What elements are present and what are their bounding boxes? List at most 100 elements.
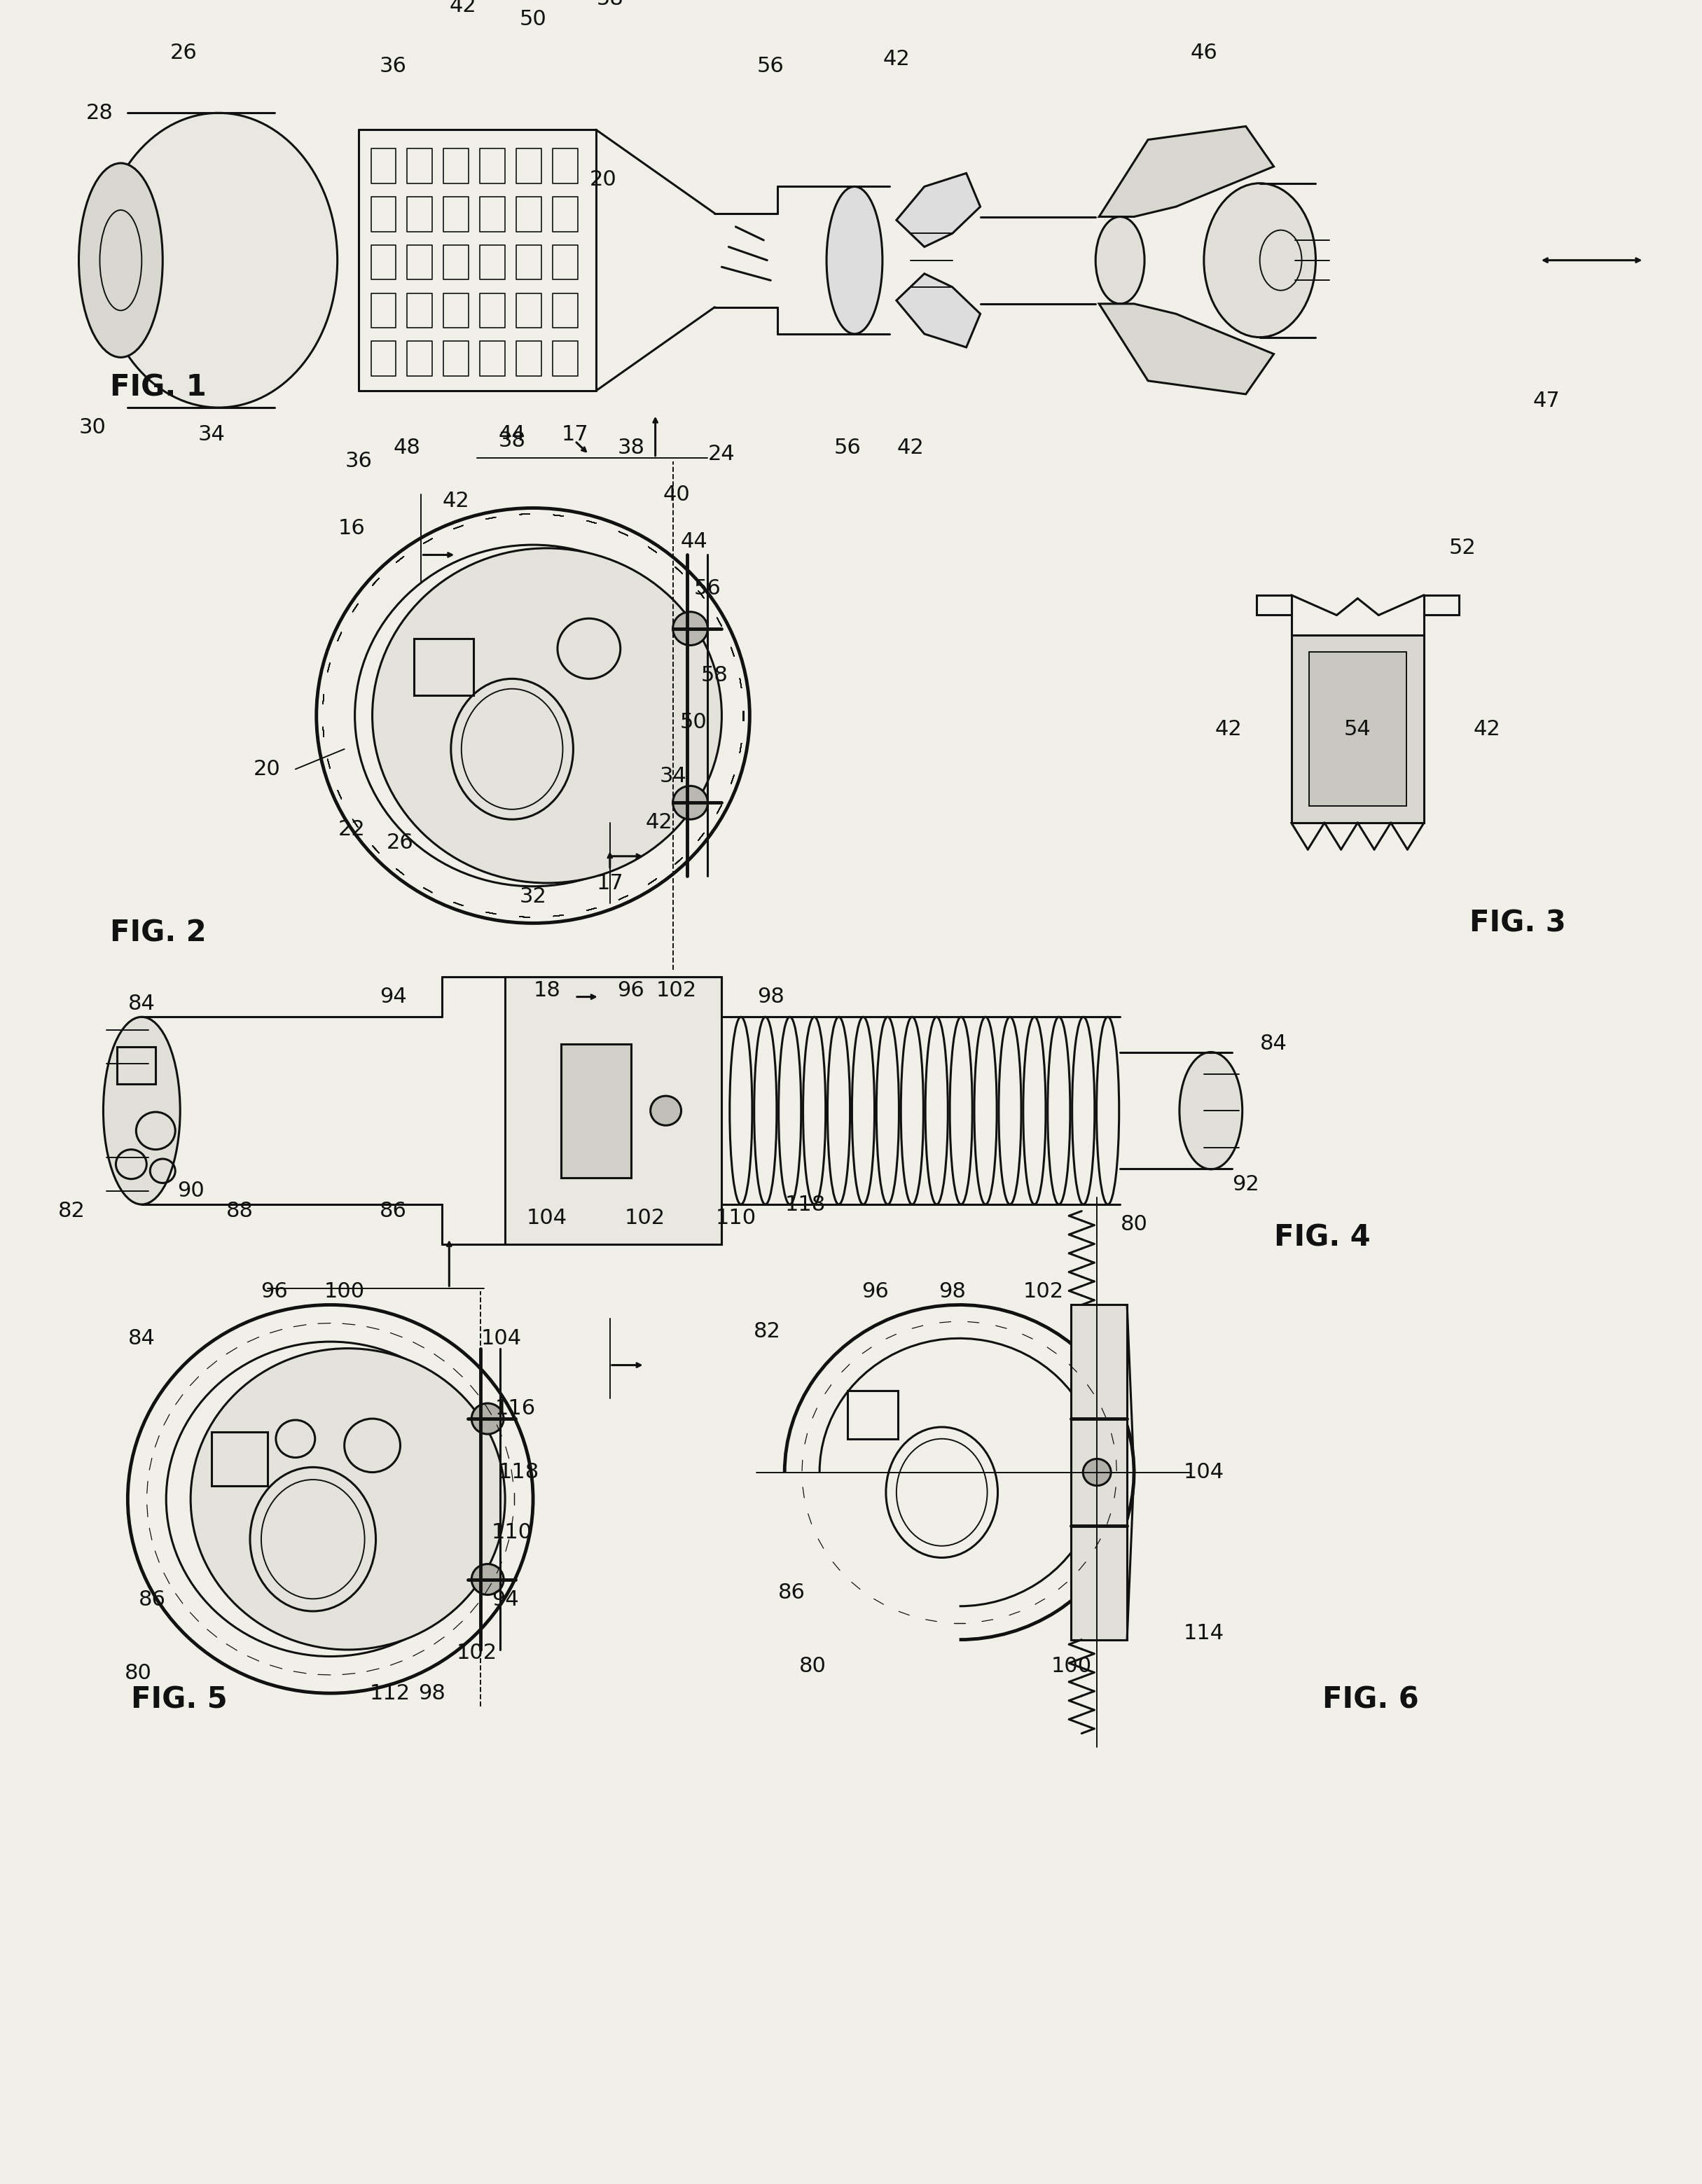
Bar	[444, 245, 468, 280]
Text: 38: 38	[618, 437, 645, 459]
Text: 52: 52	[1448, 537, 1476, 559]
Bar	[480, 245, 505, 280]
Text: FIG. 4: FIG. 4	[1273, 1223, 1370, 1254]
Bar	[516, 149, 541, 183]
Text: 86: 86	[778, 1583, 805, 1603]
Text: 36: 36	[346, 450, 373, 472]
Bar	[505, 976, 722, 1245]
Text: 17: 17	[596, 874, 623, 893]
Text: 114: 114	[1183, 1623, 1224, 1642]
Text: 90: 90	[177, 1182, 204, 1201]
Text: 42: 42	[897, 437, 924, 459]
Bar	[480, 149, 505, 183]
Text: 84: 84	[128, 994, 155, 1013]
Text: 20: 20	[589, 170, 616, 190]
Text: FIG. 2: FIG. 2	[111, 919, 206, 948]
Text: 18: 18	[533, 981, 560, 1000]
Text: 42: 42	[883, 50, 911, 70]
Text: 42: 42	[1215, 719, 1242, 738]
Text: 54: 54	[1345, 719, 1372, 738]
Bar	[1309, 653, 1406, 806]
Ellipse shape	[1179, 1053, 1242, 1168]
Polygon shape	[1099, 304, 1273, 393]
Polygon shape	[897, 173, 980, 247]
Bar	[553, 293, 577, 328]
Bar	[371, 149, 397, 183]
Bar	[117, 1046, 155, 1083]
Circle shape	[471, 1404, 504, 1435]
Bar	[407, 149, 432, 183]
Text: 34: 34	[659, 767, 686, 786]
Text: 96: 96	[260, 1282, 288, 1302]
Text: 100: 100	[323, 1282, 364, 1302]
Bar	[407, 293, 432, 328]
Text: 56: 56	[694, 579, 722, 598]
Text: 50: 50	[519, 9, 546, 28]
Bar	[414, 638, 473, 695]
Text: 20: 20	[254, 760, 281, 780]
Text: 40: 40	[662, 485, 689, 505]
Bar	[553, 245, 577, 280]
Text: 118: 118	[785, 1195, 825, 1214]
Text: 110: 110	[715, 1208, 756, 1227]
Bar	[516, 341, 541, 376]
Bar	[516, 197, 541, 232]
Bar	[444, 197, 468, 232]
Bar	[444, 293, 468, 328]
Text: 112: 112	[369, 1684, 410, 1704]
Ellipse shape	[1203, 183, 1316, 336]
Ellipse shape	[1096, 216, 1144, 304]
Bar	[516, 245, 541, 280]
Text: 118: 118	[499, 1461, 540, 1483]
Text: 22: 22	[337, 819, 364, 839]
Bar	[444, 149, 468, 183]
Text: 84: 84	[128, 1328, 155, 1348]
Bar	[480, 293, 505, 328]
Text: FIG. 5: FIG. 5	[131, 1686, 228, 1714]
Ellipse shape	[373, 548, 722, 882]
Text: 38: 38	[499, 430, 526, 452]
Bar	[480, 197, 505, 232]
Text: 98: 98	[940, 1282, 967, 1302]
Text: 28: 28	[87, 103, 114, 122]
Text: 32: 32	[519, 887, 546, 906]
Text: 102: 102	[1023, 1282, 1064, 1302]
Text: 48: 48	[393, 437, 420, 459]
Bar	[1071, 1304, 1127, 1640]
Circle shape	[1082, 1459, 1111, 1485]
Text: 44: 44	[681, 531, 708, 553]
Text: 17: 17	[562, 424, 589, 446]
Ellipse shape	[78, 164, 163, 358]
Bar	[516, 293, 541, 328]
Ellipse shape	[827, 186, 882, 334]
Bar	[480, 341, 505, 376]
Text: 84: 84	[1259, 1033, 1287, 1055]
Text: 82: 82	[754, 1321, 781, 1341]
Text: 24: 24	[708, 443, 735, 465]
Bar	[407, 341, 432, 376]
Bar	[553, 149, 577, 183]
Text: 102: 102	[456, 1642, 497, 1664]
Text: 56: 56	[834, 437, 861, 459]
Circle shape	[650, 1096, 681, 1125]
Text: 86: 86	[138, 1590, 165, 1610]
Text: 102: 102	[655, 981, 696, 1000]
Text: 42: 42	[645, 812, 672, 832]
Text: 116: 116	[495, 1398, 536, 1420]
Text: 86: 86	[380, 1201, 407, 1221]
Text: 44: 44	[499, 424, 526, 446]
Text: 104: 104	[1183, 1461, 1224, 1483]
Text: 110: 110	[492, 1522, 533, 1542]
Bar	[444, 341, 468, 376]
Text: 98: 98	[757, 987, 785, 1007]
Bar	[848, 1391, 899, 1439]
Text: 16: 16	[337, 518, 364, 537]
Bar	[1292, 636, 1425, 823]
Text: 36: 36	[380, 57, 407, 76]
Text: 102: 102	[625, 1208, 665, 1227]
Ellipse shape	[191, 1348, 505, 1649]
Text: 80: 80	[798, 1655, 825, 1677]
Text: 58: 58	[701, 666, 728, 686]
Text: 80: 80	[1120, 1214, 1147, 1234]
Ellipse shape	[104, 1018, 180, 1203]
